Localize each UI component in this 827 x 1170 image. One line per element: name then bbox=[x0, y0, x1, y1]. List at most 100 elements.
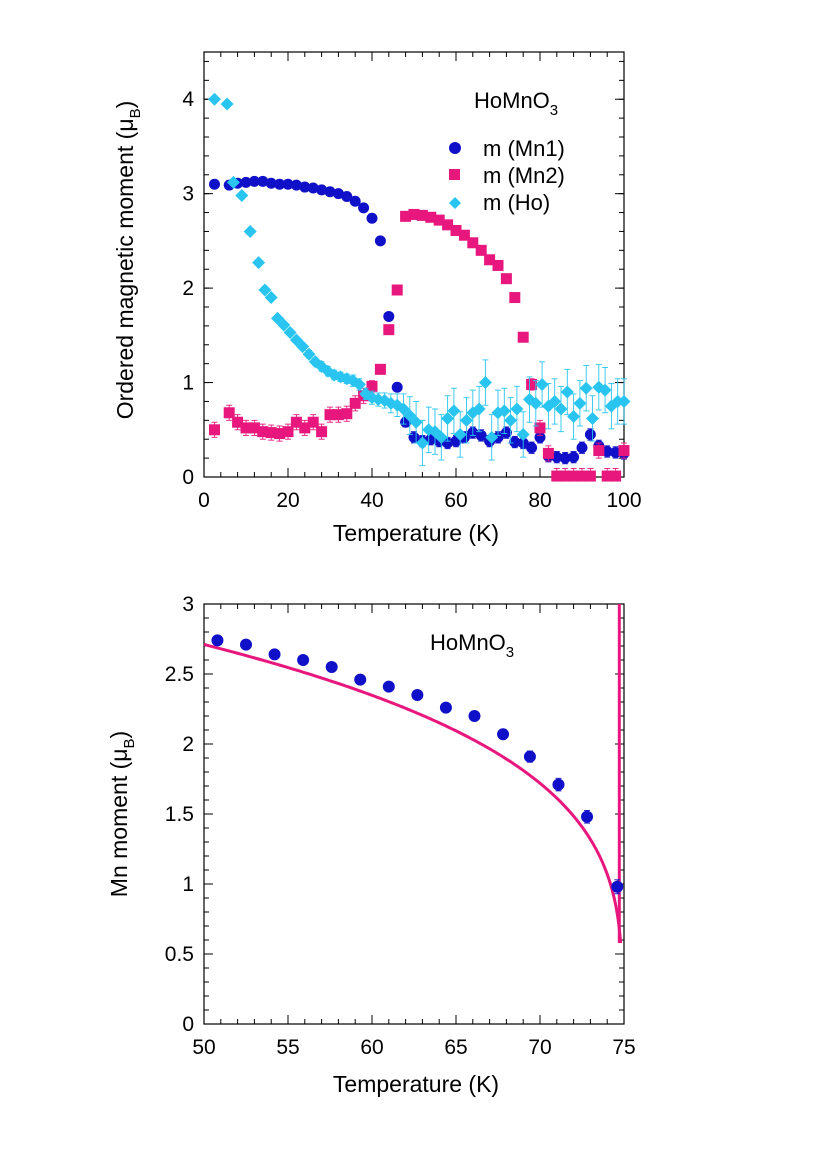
data-diamond-point bbox=[441, 411, 455, 425]
data-circle-point bbox=[391, 381, 403, 393]
legend-label-mn2: m (Mn2) bbox=[483, 163, 565, 188]
data-square-point bbox=[383, 324, 395, 336]
data-circle-point bbox=[282, 178, 294, 190]
data-circle-point bbox=[366, 212, 378, 224]
top-compound-sub: 3 bbox=[550, 102, 558, 119]
fit-curve-line bbox=[203, 643, 623, 944]
top-series-2 bbox=[208, 92, 631, 467]
top-compound-base: HoMnO bbox=[474, 88, 550, 113]
data-diamond-point bbox=[296, 340, 310, 354]
data-circle-point bbox=[240, 638, 252, 651]
data-circle-point bbox=[332, 188, 344, 200]
legend-marker-mn1 bbox=[449, 142, 461, 154]
data-square-point bbox=[450, 225, 462, 236]
data-square-point bbox=[341, 408, 353, 420]
svg-text:HoMnO3: HoMnO3 bbox=[474, 88, 558, 119]
data-diamond-point bbox=[478, 376, 492, 390]
data-square-point bbox=[416, 209, 428, 221]
svg-text:HoMnO3: HoMnO3 bbox=[430, 630, 514, 661]
data-square-point bbox=[484, 254, 496, 266]
top-compound-label: HoMnO3 bbox=[474, 88, 558, 119]
legend-label-mn1: m (Mn1) bbox=[483, 136, 565, 161]
data-diamond-point bbox=[277, 318, 291, 332]
data-square-point bbox=[316, 426, 328, 438]
data-diamond-point bbox=[235, 189, 249, 203]
top-plot-frame bbox=[203, 51, 625, 478]
data-diamond-point bbox=[283, 326, 297, 339]
data-circle-point bbox=[265, 177, 277, 189]
top-x-tick-label: 60 bbox=[444, 489, 467, 512]
data-circle-point bbox=[611, 880, 624, 893]
bottom-x-axis-title: Temperature (K) bbox=[333, 1071, 499, 1097]
data-diamond-point bbox=[460, 413, 473, 427]
bottom-y-axis-title-sub: B bbox=[121, 738, 138, 748]
bottom-y-axis-title-close: ) bbox=[106, 731, 132, 739]
data-circle-point bbox=[358, 202, 370, 214]
top-x-tick-label: 40 bbox=[360, 489, 383, 512]
data-circle-point bbox=[209, 178, 220, 190]
data-circle-point bbox=[316, 184, 328, 196]
data-square-point bbox=[240, 422, 252, 434]
data-circle-point bbox=[523, 750, 536, 763]
data-circle-point bbox=[324, 186, 336, 198]
data-circle-point bbox=[268, 648, 281, 661]
data-circle-point bbox=[439, 701, 452, 714]
data-square-point bbox=[282, 426, 294, 438]
data-diamond-point bbox=[573, 396, 587, 410]
data-circle-point bbox=[299, 181, 311, 193]
bottom-x-tick-label: 60 bbox=[360, 1036, 383, 1059]
top-y-tick-label: 4 bbox=[182, 88, 194, 111]
data-circle-point bbox=[349, 195, 361, 207]
top-series-1 bbox=[209, 208, 630, 482]
top-x-tick-label: 80 bbox=[528, 489, 551, 512]
top-y-axis-title-close: ) bbox=[112, 101, 138, 109]
top-ticks: 0 20 40 60 80 100 0 1 2 3 4 bbox=[182, 52, 642, 512]
data-diamond-point bbox=[579, 381, 593, 395]
data-diamond-point bbox=[258, 283, 272, 297]
top-data-series bbox=[208, 92, 631, 482]
data-circle-point bbox=[475, 429, 487, 441]
bottom-x-tick-label: 70 bbox=[528, 1036, 551, 1059]
data-circle-point bbox=[497, 728, 510, 741]
top-y-axis-title-main: Ordered magnetic moment (μ bbox=[112, 118, 138, 419]
data-circle-point bbox=[274, 178, 286, 190]
data-circle-point bbox=[290, 179, 302, 191]
data-diamond-point bbox=[472, 402, 486, 416]
data-circle-point bbox=[568, 451, 580, 463]
bottom-x-tick-label: 75 bbox=[612, 1036, 635, 1059]
data-square-point bbox=[349, 397, 361, 409]
data-circle-point bbox=[509, 436, 521, 448]
data-diamond-point bbox=[586, 411, 599, 425]
legend-marker-ho bbox=[449, 197, 461, 209]
data-diamond-point bbox=[352, 377, 366, 391]
data-circle-point bbox=[341, 191, 353, 202]
data-diamond-point bbox=[516, 428, 530, 441]
data-square-point bbox=[248, 422, 260, 434]
top-y-tick-label: 3 bbox=[182, 183, 194, 206]
data-diamond-point bbox=[504, 413, 518, 427]
data-diamond-point bbox=[226, 175, 240, 189]
data-square-point bbox=[568, 470, 580, 482]
bottom-x-tick-label: 65 bbox=[444, 1036, 467, 1059]
data-square-point bbox=[374, 363, 386, 375]
data-diamond-point bbox=[409, 415, 423, 429]
legend-marker-mn2 bbox=[449, 169, 460, 180]
data-circle-point bbox=[382, 680, 395, 693]
data-circle-point bbox=[325, 661, 338, 673]
data-circle-point bbox=[500, 427, 512, 439]
data-diamond-point bbox=[243, 224, 257, 238]
data-circle-point bbox=[468, 710, 481, 722]
top-x-tick-label: 0 bbox=[198, 489, 210, 512]
data-diamond-point bbox=[453, 428, 467, 441]
bottom-compound-label: HoMnO3 bbox=[430, 630, 514, 661]
data-square-point bbox=[551, 470, 563, 482]
data-diamond-point bbox=[529, 396, 543, 410]
data-square-point bbox=[618, 445, 630, 457]
top-x-tick-label: 20 bbox=[276, 489, 299, 512]
data-circle-point bbox=[552, 778, 565, 791]
data-square-point bbox=[584, 470, 596, 482]
data-circle-point bbox=[601, 446, 613, 457]
data-circle-point bbox=[534, 431, 546, 443]
